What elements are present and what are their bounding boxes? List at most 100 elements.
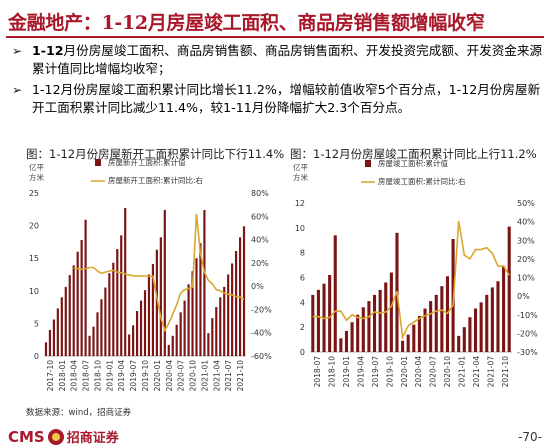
bar-mark <box>179 312 182 356</box>
bar-mark <box>490 287 494 352</box>
brand-badge-icon <box>47 428 64 445</box>
left-tick-label: 2 <box>300 323 305 332</box>
right-tick-label: -20% <box>251 305 272 314</box>
arrow-bullet-icon: ➢ <box>12 44 23 58</box>
bar-mark <box>384 282 388 352</box>
bullet-text: 月份房屋竣工面积、商品房销售额、商品房销售面积、开发投资完成额、开发资金来源累计… <box>32 43 543 76</box>
bar-mark <box>485 294 489 352</box>
bar-mark <box>88 335 91 356</box>
x-tick-label: 2018-07 <box>313 356 322 388</box>
bar-mark <box>187 284 190 356</box>
right-tick-label: -30% <box>517 348 538 357</box>
legend-label: 房屋新开工面积:累计同比:右 <box>108 175 204 185</box>
brand-text-cn: 招商证券 <box>66 431 119 446</box>
bar-mark <box>406 334 410 352</box>
arrow-bullet-icon: ➢ <box>12 83 23 97</box>
bar-mark <box>80 239 83 356</box>
left-tick-label: 12 <box>295 199 305 208</box>
x-tick-label: 2018-01 <box>58 360 67 392</box>
x-tick-label: 2019-04 <box>117 360 126 392</box>
bar-mark <box>479 302 483 352</box>
left-tick-label: 15 <box>29 254 39 263</box>
bar-mark <box>372 294 377 352</box>
bar-mark <box>147 274 151 356</box>
x-tick-label: 2018-10 <box>328 356 337 388</box>
bar-mark <box>207 333 210 356</box>
x-tick-label: 2020-01 <box>153 360 162 392</box>
bar-mark <box>72 265 75 356</box>
x-tick-label: 2020-10 <box>189 360 198 392</box>
right-tick-label: -20% <box>517 329 538 338</box>
bar-mark <box>151 264 155 356</box>
x-tick-label: 2021-01 <box>458 356 467 388</box>
bar-mark <box>92 326 95 356</box>
legend-label: 房屋竣工面积:累计同比:右 <box>378 176 466 186</box>
x-tick-label: 2018-07 <box>82 360 91 392</box>
x-tick-label: 2019-01 <box>105 360 114 392</box>
left-tick-label: 0 <box>300 348 305 357</box>
x-tick-label: 2019-01 <box>342 356 351 388</box>
bar-mark <box>215 307 218 356</box>
bar-mark <box>203 209 206 356</box>
bar-mark <box>211 318 214 356</box>
bar-mark <box>171 335 174 356</box>
bar-mark <box>378 289 382 352</box>
bar-mark <box>423 308 427 352</box>
bar-mark <box>219 297 222 356</box>
x-tick-label: 2019-10 <box>141 360 150 392</box>
left-tick-label: 0 <box>34 352 39 361</box>
yoy-line <box>73 213 245 333</box>
x-tick-label: 2021-01 <box>200 360 209 392</box>
right-tick-label: 0% <box>517 292 530 301</box>
bar-mark <box>56 308 59 356</box>
bar-mark <box>135 311 139 356</box>
bar-mark <box>108 273 111 356</box>
bar-mark <box>367 301 371 352</box>
bar-mark <box>132 325 135 356</box>
x-tick-label: 2020-01 <box>400 356 409 388</box>
x-tick-label: 2020-10 <box>443 356 452 388</box>
left-tick-label: 20 <box>29 222 39 231</box>
left-tick-label: 10 <box>29 287 39 296</box>
legend-label: 房屋新开工面积:累计值 <box>108 157 186 167</box>
bar-mark <box>507 226 511 352</box>
bar-mark <box>76 251 79 356</box>
right-tick-label: 60% <box>251 212 269 221</box>
legend-swatch-bar <box>95 159 101 166</box>
bar-mark <box>333 235 337 352</box>
bar-mark <box>120 235 123 356</box>
right-tick-label: -60% <box>251 352 272 361</box>
left-tick-label: 5 <box>34 319 39 328</box>
bar-mark <box>242 226 246 356</box>
x-tick-label: 2019-07 <box>129 360 138 392</box>
left-axis-unit: 方米 <box>29 172 44 182</box>
left-tick-label: 4 <box>300 298 305 307</box>
right-tick-label: 10% <box>517 274 535 283</box>
bar-mark <box>104 287 107 356</box>
page-number: -70- <box>518 430 542 444</box>
bar-mark <box>339 338 343 352</box>
x-tick-label: 2020-04 <box>165 360 174 392</box>
bar-mark <box>462 327 466 352</box>
x-tick-label: 2018-10 <box>93 360 102 392</box>
bar-mark <box>502 266 506 352</box>
bar-mark <box>155 249 158 356</box>
bar-mark <box>356 314 360 352</box>
x-tick-label: 2021-04 <box>212 360 221 392</box>
bar-mark <box>389 272 393 352</box>
bar-mark <box>163 209 166 356</box>
bullet-lead: 1-12 <box>32 43 64 58</box>
bar-mark <box>128 334 131 356</box>
bar-mark <box>84 219 87 356</box>
x-tick-label: 2021-10 <box>501 356 510 388</box>
right-tick-label: -10% <box>517 311 538 320</box>
bar-mark <box>48 329 52 356</box>
bar-mark <box>52 319 55 356</box>
x-tick-label: 2018-04 <box>70 360 79 392</box>
right-tick-label: 80% <box>251 189 269 198</box>
chart-title: 图：1-12月份房屋新开工面积累计同比下行11.4% <box>26 147 285 161</box>
bar-mark <box>167 344 170 356</box>
bar-mark <box>231 263 234 356</box>
